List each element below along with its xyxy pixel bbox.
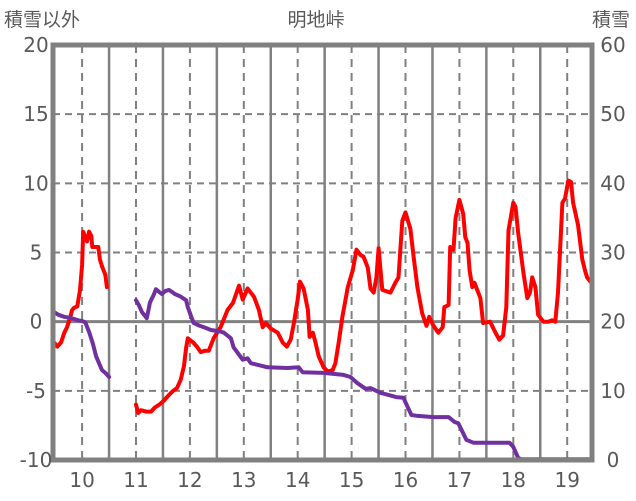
y-right-tick-label: 30 bbox=[600, 241, 625, 265]
y-left-tick-label: 15 bbox=[23, 102, 48, 126]
right-axis-label: 積雪 bbox=[592, 9, 630, 31]
left-axis-label: 積雪以外 bbox=[4, 9, 80, 31]
chart-title: 明地峠 bbox=[287, 9, 344, 31]
x-tick-label: 15 bbox=[339, 468, 364, 492]
y-left-tick-label: -10 bbox=[20, 448, 53, 472]
y-left-tick-label: 0 bbox=[30, 310, 43, 334]
x-tick-label: 17 bbox=[447, 468, 472, 492]
y-right-tick-label: 60 bbox=[600, 33, 625, 57]
snow-depth-series-line bbox=[134, 287, 593, 462]
y-left-tick-label: 20 bbox=[23, 33, 48, 57]
y-left-tick-label: -5 bbox=[26, 379, 46, 403]
x-tick-label: 14 bbox=[285, 468, 310, 492]
y-right-tick-label: 10 bbox=[600, 379, 625, 403]
x-tick-label: 16 bbox=[393, 468, 418, 492]
y-right-tick-label: 0 bbox=[607, 448, 620, 472]
temperature-series-line bbox=[134, 178, 593, 415]
temperature-series-line bbox=[52, 229, 109, 349]
y-right-tick-label: 40 bbox=[600, 171, 625, 195]
snow-depth-series-line bbox=[52, 310, 112, 379]
x-tick-label: 11 bbox=[123, 468, 148, 492]
plot-frame bbox=[50, 42, 595, 463]
x-tick-label: 19 bbox=[554, 468, 579, 492]
y-left-tick-label: 10 bbox=[23, 171, 48, 195]
x-tick-label: 13 bbox=[231, 468, 256, 492]
y-left-tick-label: 5 bbox=[30, 241, 43, 265]
x-tick-label: 18 bbox=[501, 468, 526, 492]
x-tick-label: 10 bbox=[69, 468, 94, 492]
y-right-tick-label: 50 bbox=[600, 102, 625, 126]
x-tick-label: 12 bbox=[177, 468, 202, 492]
y-right-tick-label: 20 bbox=[600, 310, 625, 334]
